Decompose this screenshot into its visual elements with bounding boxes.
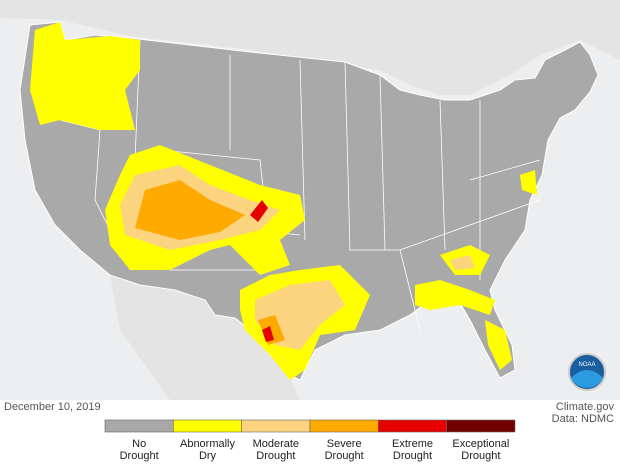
- legend-swatch: [309, 419, 379, 433]
- mexico: [110, 275, 300, 400]
- legend-label: Moderate: [253, 438, 299, 450]
- legend-label: Drought: [461, 450, 500, 462]
- legend-label: Extreme: [392, 438, 433, 450]
- legend-label: Drought: [393, 450, 432, 462]
- legend-label: Drought: [120, 450, 159, 462]
- date: December 10, 2019: [4, 401, 101, 413]
- legend-label: Dry: [199, 450, 217, 462]
- legend-swatch: [378, 419, 447, 433]
- legend-label: No: [132, 438, 146, 450]
- canada: [0, 0, 620, 95]
- legend-label: Drought: [325, 450, 364, 462]
- credit: Climate.gov: [556, 401, 615, 413]
- legend-swatch: [241, 419, 311, 433]
- legend-label: Exceptional: [452, 438, 509, 450]
- legend-swatch: [446, 419, 516, 433]
- noaa-logo: NOAA: [568, 353, 606, 391]
- drought-areas: [30, 22, 537, 380]
- legend-label: Severe: [327, 438, 362, 450]
- legend: NoDroughtAbnormallyDryModerateDroughtSev…: [104, 419, 516, 462]
- legend-swatch: [173, 419, 242, 433]
- logo-text: NOAA: [578, 362, 595, 368]
- credit: Data: NDMC: [552, 413, 614, 425]
- legend-label: Drought: [256, 450, 295, 462]
- legend-label: Abnormally: [180, 438, 236, 450]
- legend-swatch: [104, 419, 174, 433]
